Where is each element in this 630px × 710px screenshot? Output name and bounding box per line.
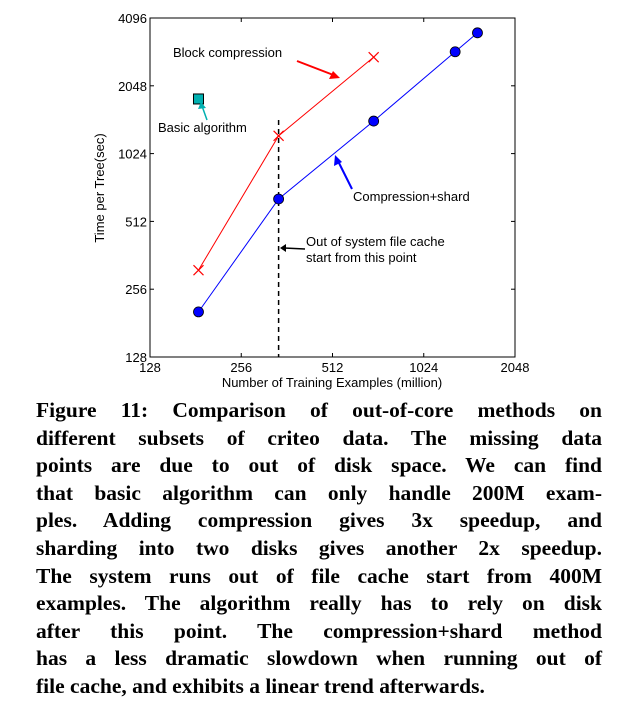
label-compression-shard: Compression+shard: [353, 189, 470, 204]
point-compression-shard: [273, 193, 285, 205]
x-tick-label: 256: [230, 360, 252, 375]
arrow-block-compression: [296, 60, 340, 79]
caption-line: has a less dramatic slowdown when runnin…: [36, 646, 602, 671]
plot-frame: [149, 17, 516, 358]
caption-line: ples. Adding compression gives 3x speedu…: [36, 508, 602, 533]
figure-caption: Figure 11: Comparison of out-of-core met…: [36, 397, 602, 701]
vline-label-2: start from this point: [306, 250, 417, 265]
y-axis-label: Time per Tree(sec): [92, 133, 107, 242]
arrow-file-cache: [280, 244, 306, 252]
y-tick-label: 512: [125, 214, 147, 229]
x-tick-label: 512: [322, 360, 344, 375]
caption-line: file cache, and exhibits a linear trend …: [36, 673, 485, 698]
point-block-compression: [273, 130, 285, 142]
y-tick-label: 256: [125, 282, 147, 297]
caption-line: different subsets of criteo data. The mi…: [36, 425, 602, 450]
caption-line: after this point. The compression+shard …: [36, 618, 602, 643]
point-compression-shard: [472, 27, 483, 39]
point-compression-shard: [193, 306, 204, 318]
x-axis-label: Number of Training Examples (million): [222, 375, 442, 390]
series-line-compression-shard: [198, 32, 478, 313]
caption-line: Figure 11: Comparison of out-of-core met…: [36, 398, 602, 422]
point-basic-algorithm: [192, 93, 204, 105]
caption-line: The system runs out of file cache start …: [36, 563, 602, 588]
point-compression-shard: [449, 46, 461, 58]
caption-line: that basic algorithm can only handle 200…: [36, 480, 602, 505]
x-tick-label: 1024: [409, 360, 438, 375]
caption-line: points are due to out of disk space. We …: [36, 453, 602, 478]
chart: 128 256 512 1024 2048 128 256 512 1024 2048 4096 N…: [92, 11, 530, 390]
y-tick-label: 128: [125, 350, 147, 365]
y-tick-label: 2048: [118, 79, 147, 94]
caption-line: examples. The algorithm really has to re…: [36, 591, 602, 616]
caption-line: sharding into two disks gives another 2x…: [36, 535, 602, 560]
point-block-compression: [368, 51, 380, 63]
y-tick-label: 1024: [118, 147, 147, 162]
arrow-compression-shard: [334, 155, 353, 190]
vline-label-1: Out of system file cache: [306, 234, 445, 249]
y-tick-label: 4096: [118, 11, 147, 26]
arrow-basic-algorithm: [198, 102, 208, 121]
point-compression-shard: [368, 115, 380, 127]
x-tick-label: 2048: [501, 360, 530, 375]
point-block-compression: [193, 264, 204, 276]
label-basic-algorithm: Basic algorithm: [158, 120, 247, 135]
label-block-compression: Block compression: [173, 45, 282, 60]
x-tick-label: 128: [139, 360, 161, 375]
